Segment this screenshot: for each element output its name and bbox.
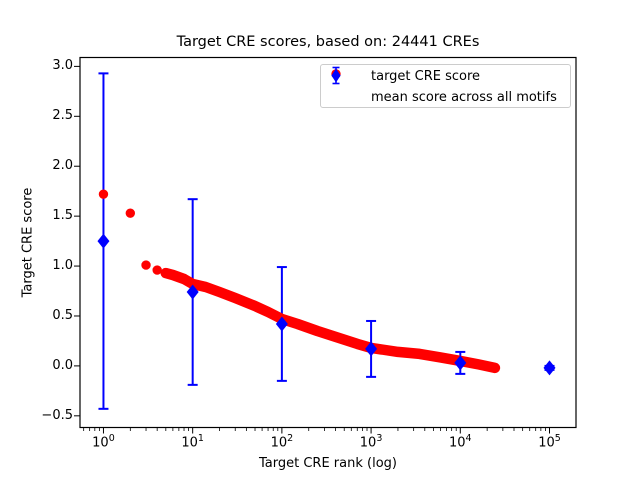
mean-diamond-point — [97, 233, 110, 249]
y-tick-label: 0.0 — [52, 357, 73, 373]
legend-entry-target-cre-score: target CRE score — [327, 66, 564, 87]
y-tick-label: 1.0 — [52, 258, 73, 274]
mean-diamond-point — [275, 316, 288, 332]
red-scatter-point — [161, 268, 171, 278]
mean-diamond-point — [186, 284, 199, 300]
legend: target CRE score mean score across all m… — [320, 64, 571, 108]
x-tick-label: 104 — [448, 433, 472, 451]
y-tick-label: 3.0 — [52, 58, 73, 74]
y-tick-label: −0.5 — [41, 407, 73, 423]
red-scatter-point — [98, 189, 109, 199]
mean-diamond-point — [454, 355, 467, 371]
x-axis-label: Target CRE rank (log) — [259, 456, 397, 471]
y-tick-label: 0.5 — [52, 307, 73, 323]
x-tick-label: 101 — [181, 433, 204, 451]
mean-diamond-point — [543, 360, 556, 376]
x-tick-label: 100 — [92, 433, 115, 451]
x-tick-label: 102 — [270, 433, 294, 451]
axes-frame — [79, 56, 577, 429]
x-tick-label: 103 — [359, 433, 383, 451]
legend-label: mean score across all motifs — [371, 90, 557, 105]
red-scatter-point — [125, 208, 136, 218]
legend-label: target CRE score — [371, 69, 481, 84]
x-tick-label: 105 — [538, 433, 561, 451]
legend-entry-mean-score: mean score across all motifs — [327, 66, 564, 108]
red-scatter-band — [160, 267, 501, 374]
red-scatter-point — [152, 265, 162, 275]
mean-diamond-point — [365, 341, 378, 357]
y-tick-label: 2.0 — [52, 158, 73, 174]
y-tick-label: 2.5 — [52, 108, 73, 124]
chart-title: Target CRE scores, based on: 24441 CREs — [176, 34, 480, 50]
y-tick-label: 1.5 — [52, 208, 73, 224]
red-scatter-point — [141, 260, 151, 270]
